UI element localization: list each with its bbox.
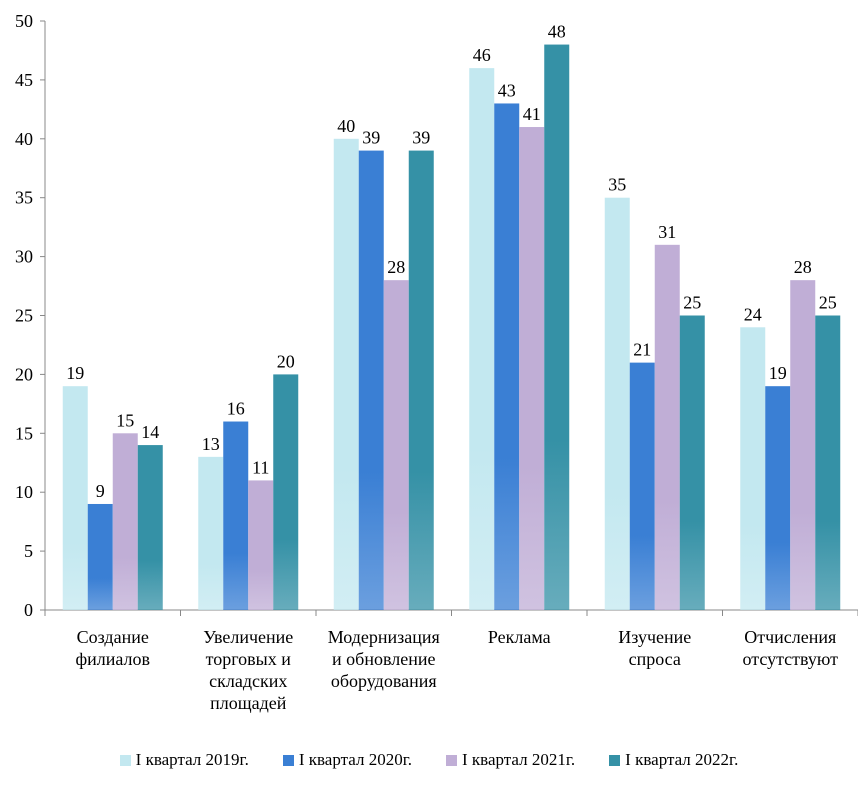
bar <box>629 362 655 610</box>
x-tick-label: Отчисления отсутствуют <box>742 627 838 669</box>
data-label: 25 <box>819 293 837 313</box>
data-label: 40 <box>337 116 355 136</box>
legend-swatch <box>119 754 131 766</box>
x-tick-label: Создание филиалов <box>75 627 150 669</box>
bar <box>654 244 680 610</box>
data-label: 9 <box>96 481 105 501</box>
data-label: 19 <box>66 363 84 383</box>
legend-swatch <box>446 754 457 766</box>
data-label: 15 <box>116 410 134 430</box>
data-label: 39 <box>412 128 430 148</box>
legend-item: I квартал 2020г. <box>282 750 412 770</box>
y-tick-label: 5 <box>24 541 33 561</box>
data-label: 41 <box>523 104 541 124</box>
bar <box>87 503 113 610</box>
y-tick-label: 35 <box>15 188 33 208</box>
y-tick-label: 0 <box>24 600 33 620</box>
x-tick-label: Реклама <box>488 627 551 647</box>
bar <box>358 150 384 610</box>
data-label: 24 <box>744 304 762 324</box>
data-label: 43 <box>498 80 516 100</box>
bar <box>408 150 434 610</box>
data-label: 19 <box>769 363 787 383</box>
bar <box>273 374 299 610</box>
bar <box>469 68 495 611</box>
data-label: 28 <box>794 257 812 277</box>
bars <box>62 44 841 611</box>
bar <box>383 280 409 610</box>
axes: 0 5 10 15 20 25 30 35 40 45 50 Создание филиалов Увел… <box>15 11 858 713</box>
data-label: 28 <box>387 257 405 277</box>
legend-item: I квартал 2021г. <box>446 750 575 770</box>
data-label: 31 <box>658 222 676 242</box>
y-tick-label: 50 <box>15 11 33 31</box>
y-tick-label: 15 <box>15 423 33 443</box>
y-tick-label: 45 <box>15 70 33 90</box>
bar <box>223 421 249 610</box>
bar <box>62 386 88 610</box>
bar <box>679 315 705 610</box>
bar <box>790 280 816 610</box>
y-tick-label: 40 <box>15 129 33 149</box>
bar <box>248 480 274 610</box>
y-tick-label: 30 <box>15 247 33 267</box>
data-label: 16 <box>227 399 245 419</box>
data-label: 48 <box>548 22 566 42</box>
legend-label: I квартал 2020г. <box>298 750 412 769</box>
x-tick-label: Увеличение торговых и складских площадей <box>203 627 293 713</box>
legend-item: I квартал 2022г. <box>609 750 738 770</box>
y-tick-label: 10 <box>15 482 33 502</box>
x-tick-label: Изучение спроса <box>618 627 691 669</box>
data-labels: 19 9 15 14 13 16 11 20 40 39 28 39 46 43 41 48 35 21 31 25 2… <box>66 22 837 501</box>
legend-label: I квартал 2022г. <box>625 750 739 769</box>
bar <box>137 445 163 610</box>
legend-label: I квартал 2021г. <box>462 750 576 769</box>
data-label: 13 <box>202 434 220 454</box>
data-label: 14 <box>141 422 159 442</box>
bar <box>494 103 520 611</box>
bar <box>112 433 138 610</box>
data-label: 25 <box>683 293 701 313</box>
x-tick-label: Модернизация и обновление оборудования <box>328 627 440 691</box>
legend-label: I квартал 2019г. <box>135 750 249 769</box>
bar <box>740 327 766 610</box>
data-label: 11 <box>252 457 269 477</box>
bar <box>815 315 841 610</box>
y-tick-label: 20 <box>15 364 33 384</box>
data-label: 39 <box>362 128 380 148</box>
bar <box>519 127 545 611</box>
bar <box>333 138 359 611</box>
data-label: 20 <box>277 351 295 371</box>
legend-item: I квартал 2019г. <box>119 750 249 770</box>
bar <box>198 456 224 610</box>
bar <box>765 386 791 610</box>
data-label: 21 <box>633 340 651 360</box>
data-label: 35 <box>608 175 626 195</box>
legend-swatch <box>609 754 621 766</box>
y-tick-label: 25 <box>15 306 33 326</box>
bar <box>604 197 630 610</box>
legend: I квартал 2019г. I квартал 2020г. I кварта… <box>0 750 858 770</box>
legend-swatch <box>282 754 294 766</box>
data-label: 46 <box>473 45 491 65</box>
bar <box>544 44 570 611</box>
